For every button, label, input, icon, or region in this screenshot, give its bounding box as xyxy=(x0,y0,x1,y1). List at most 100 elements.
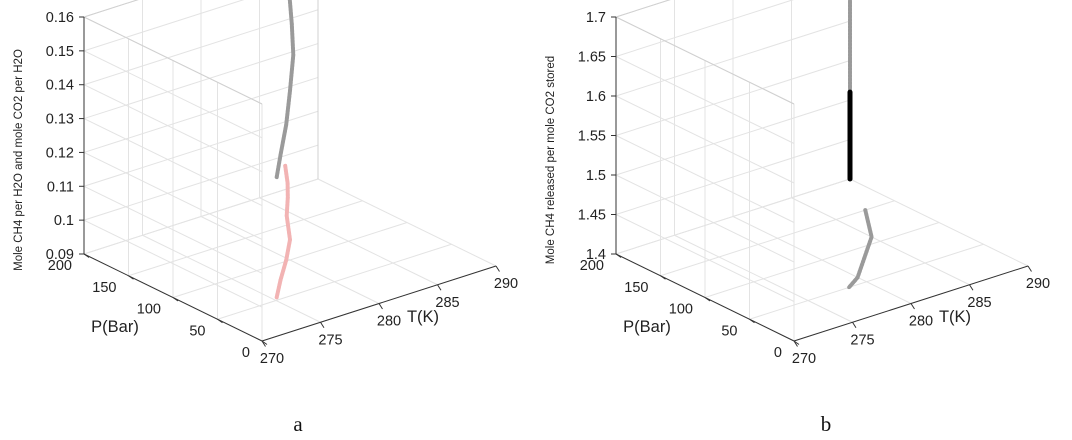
grid-line xyxy=(83,84,263,173)
grid-line xyxy=(615,99,851,176)
y-tick-label: 150 xyxy=(624,280,648,296)
x-tick-mark xyxy=(437,284,442,291)
data-point xyxy=(848,3,852,7)
z-tick-label: 1.6 xyxy=(586,89,606,105)
y-tick-label: 200 xyxy=(48,258,72,274)
grid-line xyxy=(83,219,263,308)
grid-line xyxy=(83,151,263,240)
x-tick-label: 280 xyxy=(909,314,933,330)
grid-line xyxy=(83,110,319,187)
z-tick-label: 1.5 xyxy=(586,168,606,184)
data-point xyxy=(284,122,288,127)
pane-edge xyxy=(615,16,795,105)
y-axis-label: P(Bar) xyxy=(91,318,139,336)
y-tick-mark xyxy=(172,297,179,302)
grid-line xyxy=(128,200,363,277)
data-point xyxy=(288,88,292,93)
data-point xyxy=(288,237,292,242)
z-axis-label: Mole CH4 released per mole CO2 stored xyxy=(545,56,557,264)
data-point xyxy=(855,275,860,280)
z-tick-label: 1.55 xyxy=(578,129,606,145)
x-tick-mark xyxy=(969,284,974,291)
y-tick-label: 100 xyxy=(669,302,693,318)
data-point xyxy=(848,35,852,39)
y-tick-mark xyxy=(128,275,134,280)
x-tick-label: 280 xyxy=(377,314,401,330)
z-axis-label: Mole CH4 per H2O and mole CO2 per H2O xyxy=(13,49,25,271)
x-axis-label: T(K) xyxy=(407,308,439,326)
y-tick-label: 50 xyxy=(721,323,737,339)
grid-line xyxy=(749,243,984,320)
grid-line xyxy=(615,178,851,255)
y-tick-mark xyxy=(793,340,800,345)
data-point xyxy=(290,22,294,26)
z-tick-label: 1.65 xyxy=(578,50,606,66)
grid-line xyxy=(615,0,794,57)
x-tick-mark xyxy=(1027,265,1032,272)
y-tick-mark xyxy=(83,253,90,258)
grid-line xyxy=(615,135,795,223)
z-tick-label: 0.14 xyxy=(46,78,74,94)
x-tick-mark xyxy=(320,321,325,329)
x-axis-label: T(K) xyxy=(939,308,971,326)
data-point xyxy=(848,58,852,63)
grid-line xyxy=(83,50,263,139)
data-point xyxy=(278,152,283,157)
grid-line xyxy=(615,95,795,184)
x-tick-label: 275 xyxy=(850,332,874,348)
data-point xyxy=(283,164,288,168)
x-tick-label: 285 xyxy=(435,295,459,311)
data-point xyxy=(848,177,852,181)
grid-line xyxy=(83,0,245,52)
x-tick-label: 275 xyxy=(318,332,342,348)
y-tick-mark xyxy=(749,318,755,324)
z-tick-label: 0.15 xyxy=(46,44,74,60)
data-point xyxy=(863,208,868,212)
grid-line xyxy=(615,60,851,136)
x-tick-mark xyxy=(852,321,857,329)
x-tick-mark xyxy=(378,303,383,310)
data-point xyxy=(847,285,851,290)
grid-line xyxy=(83,185,263,274)
x-tick-label: 285 xyxy=(967,295,991,311)
data-point xyxy=(278,277,283,282)
y-tick-mark xyxy=(704,297,711,302)
z-tick-label: 0.13 xyxy=(46,112,74,128)
y-tick-label: 0 xyxy=(242,345,250,361)
y-tick-label: 0 xyxy=(774,345,782,361)
y-tick-mark xyxy=(217,318,223,324)
grid-line xyxy=(83,43,319,120)
y-tick-label: 100 xyxy=(137,302,161,318)
y-tick-mark xyxy=(261,340,268,345)
series-line xyxy=(847,208,874,290)
pane-edge xyxy=(83,16,263,105)
z-tick-label: 1.45 xyxy=(578,208,606,224)
y-tick-label: 50 xyxy=(189,323,205,339)
grid-line xyxy=(217,243,452,320)
grid-line xyxy=(615,214,795,302)
grid-line xyxy=(615,56,795,144)
z-tick-label: 0.09 xyxy=(46,247,74,263)
grid-line xyxy=(704,222,940,298)
grid-line xyxy=(83,9,319,86)
data-point xyxy=(861,259,865,264)
y-axis-label: P(Bar) xyxy=(623,318,671,336)
data-point xyxy=(285,181,290,185)
data-point xyxy=(286,195,290,200)
z-tick-label: 0.1 xyxy=(54,213,74,229)
y-tick-label: 200 xyxy=(580,258,604,274)
data-point xyxy=(274,175,279,179)
x-tick-label: 270 xyxy=(792,351,816,367)
grid-line xyxy=(615,139,851,215)
x-tick-label: 290 xyxy=(1026,276,1050,292)
panel-caption: a xyxy=(293,412,303,435)
data-point xyxy=(284,213,289,218)
data-point xyxy=(848,74,852,79)
x-tick-label: 270 xyxy=(260,351,284,367)
data-point xyxy=(274,295,279,300)
grid-line xyxy=(83,76,319,153)
series-line xyxy=(274,0,296,180)
z-tick-label: 0.16 xyxy=(46,10,74,26)
